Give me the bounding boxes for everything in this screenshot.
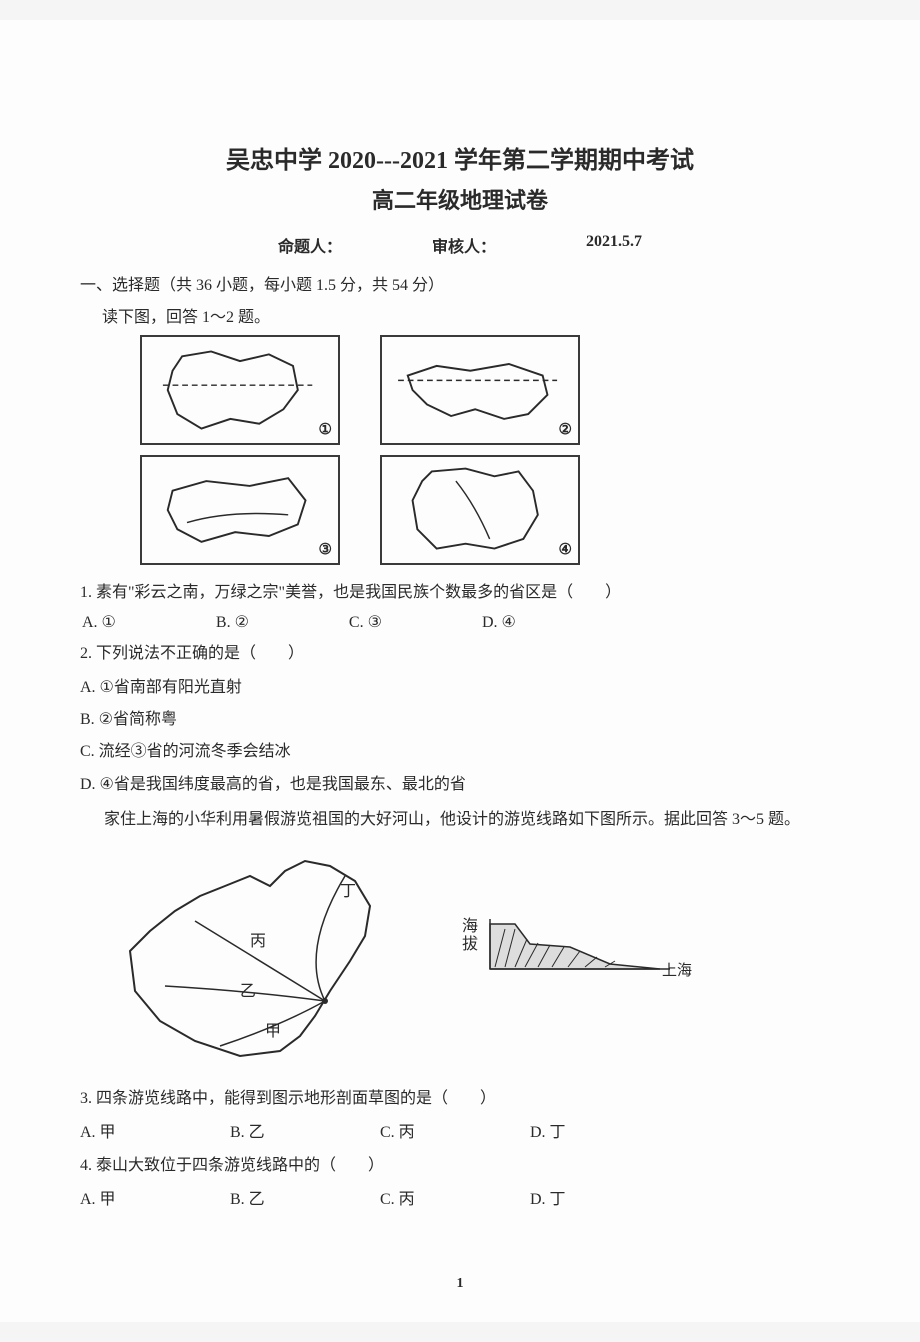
q4-opt-a: A. 甲 (80, 1185, 230, 1209)
q3-opt-d: D. 丁 (530, 1118, 680, 1142)
page-number: 1 (457, 1276, 464, 1292)
route-label-bing: 丙 (250, 933, 266, 950)
map-label-1: ① (319, 420, 332, 439)
author-label: 命题人： (278, 233, 342, 257)
passage-2: 家住上海的小华利用暑假游览祖国的大好河山，他设计的游览线路如下图所示。据此回答 … (80, 806, 840, 833)
map-outline-icon (142, 457, 338, 563)
title-sub: 高二年级地理试卷 (80, 183, 840, 215)
map-label-2: ② (559, 420, 572, 439)
map-4: ④ (380, 455, 580, 565)
profile-x-label: 上海 (662, 962, 692, 979)
map-3: ③ (140, 455, 340, 565)
map-label-4: ④ (559, 540, 572, 559)
q2-opt-b: B. ②省简称粤 (80, 705, 840, 735)
q1-opt-b: B. ② (216, 612, 249, 632)
elevation-profile: 海 拔 上海 (460, 909, 700, 1004)
q3-text: 3. 四条游览线路中，能得到图示地形剖面草图的是（ ） (80, 1085, 840, 1114)
exam-page: 吴忠中学 2020---2021 学年第二学期期中考试 高二年级地理试卷 命题人… (0, 20, 920, 1322)
q1-opt-d: D. ④ (482, 612, 516, 632)
q1-opt-c: C. ③ (349, 612, 382, 632)
title-main: 吴忠中学 2020---2021 学年第二学期期中考试 (80, 140, 840, 175)
q1-opt-a: A. ① (82, 612, 116, 632)
q2-opt-d: D. ④省是我国纬度最高的省，也是我国最东、最北的省 (80, 770, 840, 800)
q4-text: 4. 泰山大致位于四条游览线路中的（ ） (80, 1152, 840, 1181)
meta-row: 命题人： 审核人： 2021.5.7 (80, 233, 840, 257)
q4-opt-c: C. 丙 (380, 1185, 530, 1209)
china-map: 丁 丙 乙 甲 (100, 841, 420, 1071)
q3-opt-a: A. 甲 (80, 1118, 230, 1142)
q3-opt-c: C. 丙 (380, 1118, 530, 1142)
route-label-ding: 丁 (340, 883, 356, 900)
route-label-jia: 甲 (265, 1023, 281, 1040)
route-label-yi: 乙 (240, 983, 256, 1000)
svg-text:拔: 拔 (462, 935, 478, 953)
map-outline-icon (142, 337, 338, 443)
reviewer-label: 审核人： (432, 233, 496, 257)
map-1: ① (140, 335, 340, 445)
q4-opt-b: B. 乙 (230, 1185, 380, 1209)
profile-y-label: 海 (462, 917, 478, 935)
map-outline-icon (382, 337, 578, 443)
q1-options: A. ① B. ② C. ③ D. ④ (82, 612, 840, 632)
q2-opt-c: C. 流经③省的河流冬季会结冰 (80, 737, 840, 767)
intro-text: 读下图，回答 1～2 题。 (102, 303, 840, 327)
map-2: ② (380, 335, 580, 445)
q1-text: 1. 素有"彩云之南，万绿之宗"美誉，也是我国民族个数最多的省区是（ ） (80, 579, 840, 608)
q4-opt-d: D. 丁 (530, 1185, 680, 1209)
map-label-3: ③ (319, 540, 332, 559)
q3-options: A. 甲 B. 乙 C. 丙 D. 丁 (80, 1118, 840, 1142)
map-outline-icon (382, 457, 578, 563)
china-outline-icon: 丁 丙 乙 甲 (100, 841, 420, 1071)
section-heading: 一、选择题（共 36 小题，每小题 1.5 分，共 54 分） (80, 271, 840, 295)
q2-opt-a: A. ①省南部有阳光直射 (80, 673, 840, 703)
province-maps-grid: ① ② ③ ④ (140, 335, 840, 565)
profile-chart-icon: 海 拔 上海 (460, 909, 700, 999)
q3-opt-b: B. 乙 (230, 1118, 380, 1142)
q4-options: A. 甲 B. 乙 C. 丙 D. 丁 (80, 1185, 840, 1209)
q2-text: 2. 下列说法不正确的是（ ） (80, 640, 840, 669)
china-figure-row: 丁 丙 乙 甲 海 拔 (100, 841, 840, 1071)
exam-date: 2021.5.7 (586, 233, 642, 257)
